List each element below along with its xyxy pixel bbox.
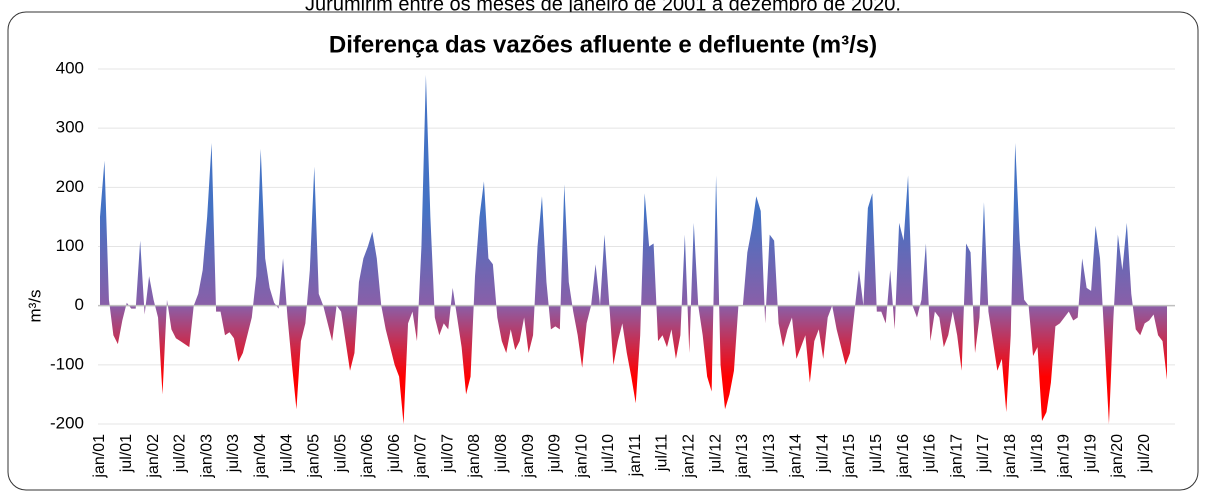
x-tick-label: jan/12 (681, 434, 698, 479)
x-tick-label: jul/20 (1136, 434, 1153, 473)
x-tick-label: jan/02 (145, 434, 162, 479)
x-tick-label: jul/02 (172, 434, 189, 473)
chart-title: Diferença das vazões afluente e defluent… (329, 31, 877, 58)
x-tick-label: jul/09 (547, 434, 564, 473)
x-tick-label: jan/11 (627, 434, 644, 478)
y-tick-label: 200 (56, 177, 84, 196)
x-tick-label: jul/13 (761, 434, 778, 473)
x-tick-label: jan/03 (198, 434, 215, 479)
x-tick-label: jan/20 (1109, 434, 1126, 479)
x-tick-label: jan/15 (841, 434, 858, 479)
area (100, 74, 1167, 425)
x-tick-label: jan/06 (359, 434, 376, 479)
x-tick-label: jan/19 (1056, 434, 1073, 479)
x-tick-label: jan/07 (413, 434, 430, 479)
x-tick-label: jul/03 (225, 434, 242, 473)
x-tick-label: jan/05 (306, 434, 323, 479)
x-tick-label: jul/15 (868, 434, 885, 473)
y-tick-label: -100 (50, 354, 84, 373)
x-tick-label: jan/13 (734, 434, 751, 479)
x-tick-label: jan/14 (788, 434, 805, 479)
x-tick-label: jan/18 (1002, 434, 1019, 479)
x-tick-label: jan/16 (895, 434, 912, 479)
x-tick-label: jul/07 (439, 434, 456, 473)
x-tick-label: jul/11 (654, 434, 671, 472)
y-tick-label: 300 (56, 118, 84, 137)
y-tick-label: 100 (56, 236, 84, 255)
x-tick-label: jan/10 (573, 434, 590, 479)
x-tick-label: jan/17 (948, 434, 965, 479)
x-tick-label: jul/05 (332, 434, 349, 473)
x-tick-label: jul/17 (975, 434, 992, 473)
x-tick-label: jul/16 (922, 434, 939, 473)
x-tick-label: jul/18 (1029, 434, 1046, 473)
x-tick-label: jul/10 (600, 434, 617, 473)
x-tick-label: jan/08 (466, 434, 483, 479)
x-tick-label: jan/01 (91, 434, 108, 479)
x-tick-label: jul/14 (814, 434, 831, 473)
x-tick-label: jul/08 (493, 434, 510, 473)
x-tick-label: jul/19 (1082, 434, 1099, 473)
x-tick-label: jan/09 (520, 434, 537, 479)
y-tick-label: -200 (50, 413, 84, 432)
x-tick-label: jan/04 (252, 434, 269, 479)
x-tick-label: jul/01 (118, 434, 135, 473)
x-tick-label: jul/06 (386, 434, 403, 473)
chart-frame (7, 11, 1199, 491)
caption: Jurumirim entre os meses de janeiro de 2… (305, 0, 901, 15)
x-tick-label: jul/04 (279, 434, 296, 473)
y-tick-label: 0 (75, 295, 84, 314)
x-tick-label: jul/12 (707, 434, 724, 473)
y-axis-label: m³/s (25, 289, 44, 322)
y-tick-label: 400 (56, 58, 84, 77)
